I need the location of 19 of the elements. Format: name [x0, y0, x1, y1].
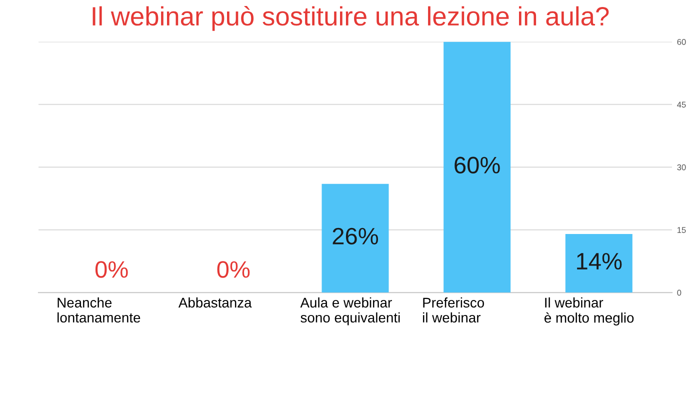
data-label: 0%: [217, 261, 250, 278]
x-tick-label: Abbastanza: [178, 297, 252, 308]
x-tick-label: Preferisco il webinar: [423, 297, 484, 323]
y-tick-label: 60: [677, 38, 686, 45]
data-label: 60%: [454, 156, 500, 174]
data-label: 26%: [332, 228, 378, 245]
y-tick-label: 15: [677, 227, 686, 233]
bar: [444, 42, 511, 293]
data-label: 14%: [577, 253, 622, 270]
y-tick-label: 30: [677, 164, 686, 170]
bar: [565, 234, 632, 293]
x-tick-label: Neanche lontanamente: [58, 297, 140, 323]
x-tick-label: Il webinar è molto meglio: [544, 297, 634, 326]
data-label: 0%: [95, 261, 128, 278]
chart-title: Il webinar può sostituire una lezione in aula?: [92, 6, 609, 31]
bar: [322, 184, 389, 293]
y-tick-label: 45: [677, 102, 686, 108]
x-tick-label: Aula e webinar sono equivalenti: [300, 297, 400, 326]
y-tick-label: 0: [677, 290, 682, 296]
